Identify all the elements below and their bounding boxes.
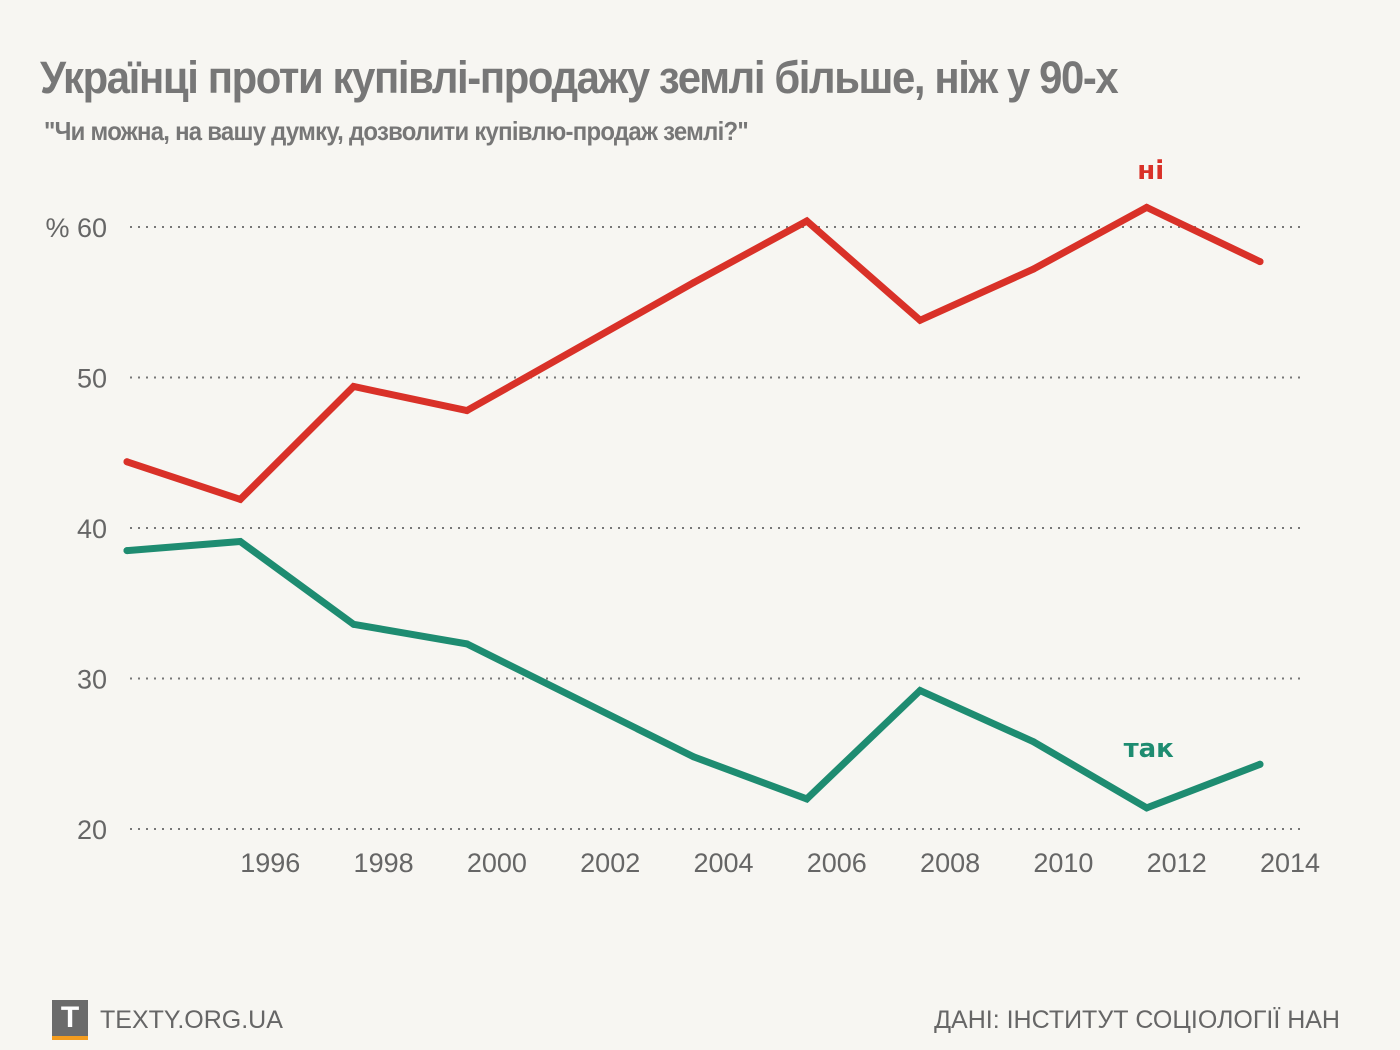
y-axis-ticks: % 60 50 40 30 20	[45, 213, 107, 845]
x-tick-label: 2006	[807, 848, 867, 878]
data-point	[1256, 258, 1264, 266]
data-point	[1143, 804, 1151, 812]
data-point	[1029, 738, 1037, 746]
series-line-no	[123, 203, 1264, 504]
y-tick-label: 20	[77, 815, 107, 845]
site-credit[interactable]: TEXTY.ORG.UA	[100, 1006, 283, 1034]
series-label-yes: так	[1124, 734, 1175, 764]
x-tick-label: 2010	[1033, 848, 1093, 878]
data-source: ДАНІ: ІНСТИТУТ СОЦІОЛОГІЇ НАН	[934, 1006, 1340, 1034]
data-point	[690, 753, 697, 761]
x-tick-label: 1998	[354, 848, 414, 878]
data-point	[350, 620, 358, 628]
x-axis-ticks: 1996 1998 2000 2002 2004 2006 2008 2010 2012 2014	[240, 848, 1320, 878]
y-tick-label: 50	[77, 364, 107, 394]
x-tick-label: 2014	[1260, 848, 1320, 878]
y-tick-label: 30	[77, 665, 107, 695]
chart-title: Українці проти купівлі-продажу землі біл…	[40, 52, 1119, 103]
data-point	[463, 407, 471, 415]
data-point	[236, 538, 244, 546]
series-labels: ні так	[1124, 156, 1175, 764]
data-point	[350, 383, 358, 391]
x-tick-label: 1996	[240, 848, 300, 878]
x-tick-label: 2004	[693, 848, 753, 878]
chart-subtitle: "Чи можна, на вашу думку, дозволити купі…	[44, 116, 749, 146]
data-point	[803, 217, 811, 225]
x-tick-label: 2002	[580, 848, 640, 878]
x-tick-label: 2012	[1147, 848, 1207, 878]
data-point	[916, 687, 924, 695]
series-lines	[123, 203, 1264, 812]
data-point	[916, 316, 924, 324]
data-point	[1029, 265, 1037, 273]
data-point	[690, 279, 697, 287]
y-tick-label: % 60	[45, 213, 107, 243]
series-line-yes	[123, 537, 1264, 812]
data-point	[123, 547, 131, 555]
x-tick-label: 2000	[467, 848, 527, 878]
data-point	[123, 458, 131, 466]
data-point	[1143, 203, 1151, 211]
y-tick-label: 40	[77, 514, 107, 544]
data-point	[803, 795, 811, 803]
x-tick-label: 2008	[920, 848, 980, 878]
texty-logo-icon: T	[52, 1000, 88, 1040]
data-point	[463, 640, 471, 648]
data-point	[236, 495, 244, 503]
series-label-no: ні	[1137, 156, 1164, 186]
data-point	[1256, 760, 1264, 768]
